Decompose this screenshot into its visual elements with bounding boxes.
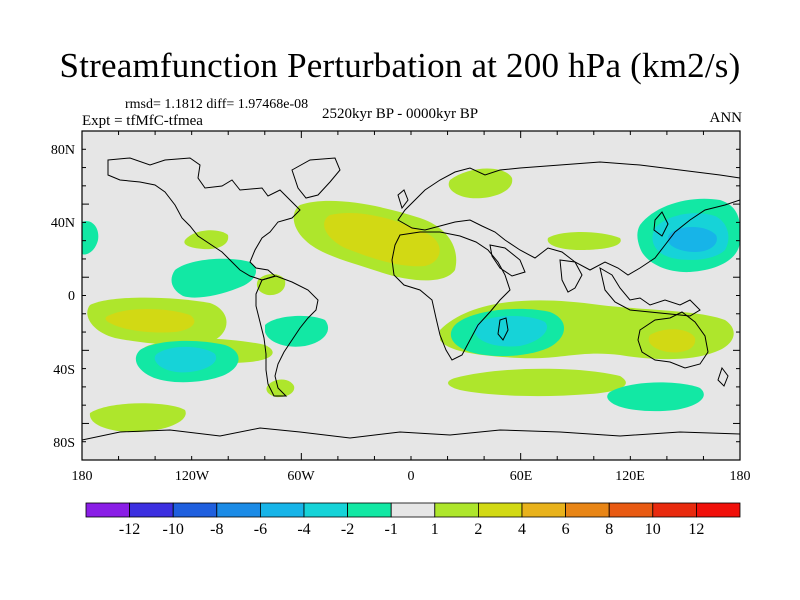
coastline-madagascar <box>497 317 509 341</box>
contour-negative-north-pacific-east-core <box>668 226 717 252</box>
longitude-labels: 180 120W 60W 0 60E 120E 180 <box>72 469 751 484</box>
colorbar-label: 12 <box>688 521 704 538</box>
coastline-australia <box>637 311 709 369</box>
colorbar-label: 8 <box>605 521 613 538</box>
coastline-uk <box>397 189 409 210</box>
colorbar-label: 2 <box>474 521 482 538</box>
contour-positive-west-asia <box>547 232 621 250</box>
lon-label-120e: 120E <box>615 469 645 484</box>
lat-label-80n: 80N <box>51 143 75 158</box>
plot-title: Streamfunction Perturbation at 200 hPa (… <box>59 46 741 85</box>
colorbar-box <box>434 502 479 518</box>
lat-label-0: 0 <box>68 289 75 304</box>
period-label: 2520kyr BP - 0000kyr BP <box>322 106 479 122</box>
colorbar-box <box>565 502 610 518</box>
colorbar-label: -1 <box>385 521 398 538</box>
contour-field <box>82 168 740 433</box>
season-label: ANN <box>709 110 743 126</box>
coastline-greenland <box>291 157 341 199</box>
colorbar-box <box>216 502 261 518</box>
colorbar-label: 6 <box>562 521 570 538</box>
contour-positive-southern-ocean <box>448 368 626 397</box>
colorbar-box <box>347 502 392 518</box>
colorbar-box <box>303 502 348 518</box>
lat-label-40s: 40S <box>53 363 75 378</box>
colorbar-label: -12 <box>119 521 140 538</box>
colorbar-label: 1 <box>431 521 439 538</box>
contour-negative-indian-ocean-core <box>474 316 548 347</box>
contour-positive-europe <box>448 168 513 199</box>
colorbar-box <box>608 502 654 518</box>
coastline-north-america <box>107 157 301 281</box>
colorbar-box <box>172 502 218 518</box>
lat-label-80s: 80S <box>53 436 75 451</box>
lon-label-60e: 60E <box>510 469 533 484</box>
colorbar-label: -2 <box>341 521 354 538</box>
coastlines <box>82 157 740 441</box>
colorbar-labels: -12 -10 -8 -6 -4 -2 -1 1 2 4 6 8 10 12 <box>119 521 704 538</box>
colorbar-label: -10 <box>163 521 184 538</box>
lon-label-180e: 180 <box>730 469 751 484</box>
colorbar-label: 10 <box>645 521 661 538</box>
coastline-africa <box>391 231 511 361</box>
colorbar-box <box>390 502 436 518</box>
contour-positive-south-pacific-core <box>105 308 195 333</box>
coastline-south-america <box>255 275 319 397</box>
colorbar-box <box>259 502 305 518</box>
contour-negative-south-australia <box>607 382 704 412</box>
lon-label-180w: 180 <box>72 469 93 484</box>
coastline-japan <box>653 211 669 237</box>
axis-ticks <box>81 130 741 461</box>
contour-positive-north-pacific <box>184 230 229 250</box>
lon-label-60w: 60W <box>287 469 315 484</box>
colorbar-box <box>477 502 523 518</box>
rmsd-diff-label: rmsd= 1.1812 diff= 1.97468e-08 <box>125 97 309 112</box>
coastline-antarctica <box>82 427 740 441</box>
coastline-new-zealand <box>717 366 729 387</box>
coastline-southeast-asia <box>599 266 701 317</box>
coastline-europe-asia <box>397 161 740 276</box>
colorbar-label: -8 <box>210 521 223 538</box>
contour-positive-north-atlantic-core <box>324 212 440 267</box>
contour-negative-north-pacific-west <box>82 221 99 255</box>
colorbar-box <box>521 502 566 518</box>
colorbar-box <box>652 502 697 518</box>
colorbar <box>85 502 741 518</box>
contour-negative-southeast-pacific <box>265 315 329 347</box>
colorbar-label: -4 <box>297 521 310 538</box>
lon-label-0: 0 <box>408 469 415 484</box>
colorbar-box <box>129 502 174 518</box>
colorbar-label: -6 <box>254 521 267 538</box>
experiment-label: Expt = tfMfC-tfmea <box>82 113 203 129</box>
colorbar-label: 4 <box>518 521 526 538</box>
contour-negative-south-pacific-core <box>154 346 217 373</box>
latitude-labels: 80N 40N 0 40S 80S <box>51 143 75 451</box>
coastline-arabia <box>489 244 526 277</box>
contour-positive-australia <box>648 329 696 353</box>
contour-positive-south-atlantic <box>266 379 295 398</box>
contour-positive-antarctic-pacific <box>89 403 186 433</box>
lat-label-40n: 40N <box>51 216 75 231</box>
colorbar-box <box>85 502 130 518</box>
lon-label-120w: 120W <box>175 469 210 484</box>
colorbar-box <box>696 502 741 518</box>
coastline-india <box>559 259 583 293</box>
contour-negative-tropical-pacific <box>171 258 257 298</box>
